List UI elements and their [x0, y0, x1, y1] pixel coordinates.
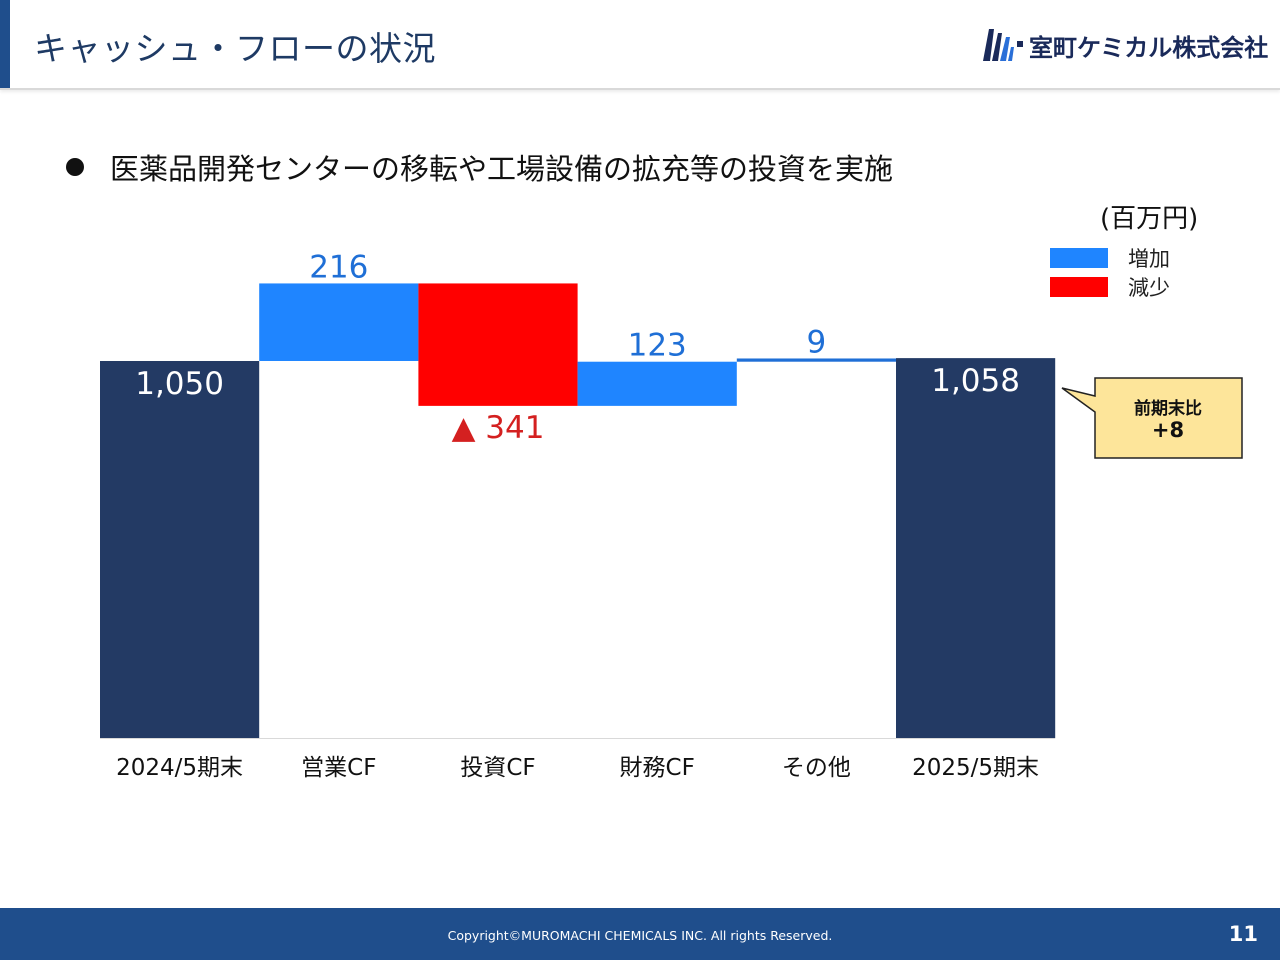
legend-label-decrease: 減少 [1128, 276, 1170, 300]
page-title: キャッシュ・フローの状況 [34, 29, 436, 68]
unit-label: (百万円) [1100, 204, 1199, 234]
header-accent-stripe [0, 0, 10, 88]
data-label-4: 123 [628, 328, 687, 364]
data-label-6: 1,058 [931, 363, 1020, 399]
bullet-dot-icon [66, 158, 84, 176]
bar-1 [100, 360, 260, 738]
bar-3 [418, 283, 578, 406]
legend-swatch-decrease [1050, 277, 1108, 297]
x-tick-label-5: その他 [782, 755, 851, 781]
page-number: 11 [1228, 922, 1258, 946]
x-tick-label-2: 営業CF [301, 755, 376, 781]
bullet-point: 医薬品開発センターの移転や工場設備の拡充等の投資を実施 [66, 146, 893, 188]
x-tick-label-4: 財務CF [620, 755, 695, 781]
company-name: 室町ケミカル株式会社 [1029, 33, 1269, 62]
bar-6 [896, 358, 1056, 738]
x-tick-label-6: 2025/5期末 [912, 755, 1039, 781]
data-label-5: 9 [807, 324, 827, 360]
x-tick-label-1: 2024/5期末 [116, 755, 243, 781]
legend-item-decrease: 減少 [1050, 272, 1170, 302]
legend-swatch-increase [1050, 248, 1108, 268]
bullet-text: 医薬品開発センターの移転や工場設備の拡充等の投資を実施 [110, 152, 894, 186]
company-logo: 室町ケミカル株式会社 [983, 26, 1268, 64]
data-label-1: 1,050 [135, 366, 224, 402]
legend-item-increase: 増加 [1050, 243, 1170, 273]
callout-bubble-shape [1061, 377, 1243, 459]
header-bar: キャッシュ・フローの状況 室町ケミカル株式会社 [0, 0, 1280, 90]
copyright-text: Copyright©MUROMACHI CHEMICALS INC. All r… [447, 928, 833, 943]
callout-value: +8 [1151, 418, 1185, 442]
callout-label: 前期末比 [1134, 399, 1202, 419]
bar-4 [577, 361, 737, 406]
x-tick-label-3: 投資CF [460, 755, 535, 781]
bar-5 [736, 358, 896, 362]
change-callout: 前期末比 +8 [1060, 376, 1244, 460]
legend-label-increase: 増加 [1128, 247, 1170, 271]
footer-bar: Copyright©MUROMACHI CHEMICALS INC. All r… [0, 908, 1280, 960]
data-label-2: 216 [309, 249, 368, 285]
data-label-3: ▲ 341 [452, 410, 545, 446]
company-logo-icon [983, 29, 1023, 61]
bar-2 [259, 283, 419, 361]
